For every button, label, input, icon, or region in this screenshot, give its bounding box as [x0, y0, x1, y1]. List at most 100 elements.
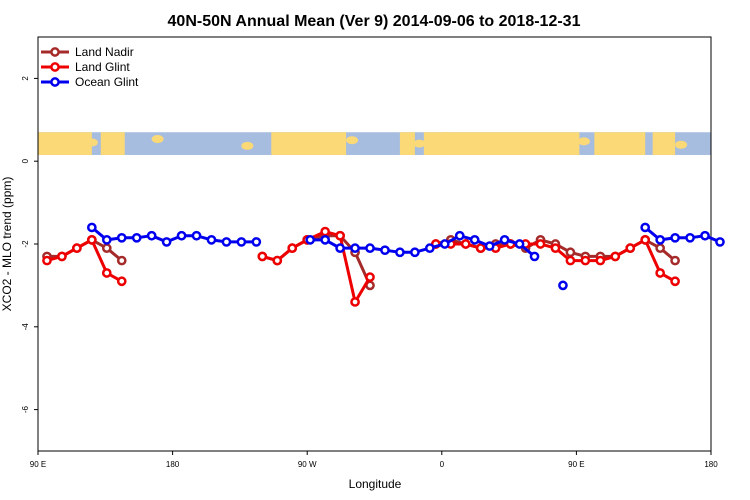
land-island: [85, 138, 98, 147]
legend-swatch-marker: [50, 62, 60, 72]
data-point: [206, 235, 217, 245]
data-point: [685, 232, 695, 243]
y-tick-label: -2: [21, 240, 30, 248]
data-point: [146, 230, 157, 241]
legend-item: Ocean Glint: [41, 75, 139, 89]
y-axis: 2 0 -2 -4 -6: [21, 76, 38, 413]
data-point: [565, 255, 576, 266]
data-point: [257, 251, 268, 262]
data-point: [670, 232, 680, 243]
y-tick-label: 0: [21, 158, 30, 163]
x-axis: 90 E 180 90 W 0 90 E 180: [30, 451, 718, 469]
data-point: [272, 255, 283, 266]
land-island: [413, 139, 426, 148]
x-axis-label: Longitude: [349, 477, 402, 491]
data-point: [580, 255, 591, 266]
plot-frame: [37, 36, 712, 452]
land-island: [346, 136, 359, 145]
data-point: [176, 230, 187, 241]
x-tick-label: 90 E: [568, 460, 584, 469]
data-point: [514, 239, 525, 249]
series-line: [90, 226, 257, 244]
x-tick-label: 90 W: [298, 460, 317, 469]
data-point: [715, 237, 725, 247]
data-point: [86, 222, 97, 233]
data-point: [484, 241, 495, 251]
data-point: [116, 276, 127, 287]
data-point: [655, 235, 666, 245]
data-point: [395, 247, 405, 258]
data-point: [439, 239, 450, 249]
x-tick-label: 90 E: [30, 460, 46, 469]
data-point: [558, 280, 568, 291]
data-point: [610, 251, 621, 262]
data-point: [191, 230, 202, 241]
data-point: [565, 247, 576, 258]
data-point: [670, 255, 680, 266]
land-mass: [423, 132, 450, 155]
data-point: [655, 268, 666, 278]
data-point: [595, 255, 606, 266]
data-point: [236, 237, 247, 247]
legend-item: Land Glint: [41, 60, 130, 74]
data-point: [365, 243, 375, 253]
data-point: [535, 239, 546, 249]
series-line: [261, 230, 372, 306]
y-tick-label: 2: [21, 76, 30, 81]
data-point: [625, 243, 636, 253]
legend-swatch-marker: [50, 47, 60, 57]
data-point: [251, 237, 262, 247]
land-island: [241, 141, 254, 150]
data-point: [320, 226, 330, 237]
data-point: [101, 243, 112, 253]
data-point: [475, 243, 486, 253]
land-mass: [594, 132, 646, 155]
data-point: [350, 243, 360, 253]
legend-label: Ocean Glint: [75, 75, 139, 89]
data-point: [655, 243, 666, 253]
data-point: [287, 243, 298, 253]
data-point: [221, 237, 232, 247]
world-map-strip: [38, 132, 711, 155]
data-point: [454, 230, 465, 241]
legend-label: Land Glint: [75, 60, 130, 74]
y-tick-label: -4: [21, 323, 30, 331]
data-point: [670, 276, 680, 287]
x-tick-label: 0: [440, 460, 445, 469]
land-mass: [38, 132, 92, 155]
data-point: [640, 222, 651, 233]
land-mass: [399, 132, 415, 155]
data-point: [131, 232, 142, 243]
data-point: [424, 243, 435, 253]
land-mass: [271, 132, 347, 155]
land-island: [577, 137, 590, 146]
land-island: [151, 135, 164, 144]
legend-swatch-marker: [50, 77, 60, 87]
x-tick-label: 180: [166, 460, 180, 469]
data-point: [335, 243, 345, 253]
data-point: [57, 251, 67, 262]
data-point: [86, 235, 97, 245]
data-point: [42, 255, 52, 266]
series-ocean-glint: [86, 222, 725, 291]
land-mass: [652, 132, 676, 155]
y-tick-label: -6: [21, 405, 30, 413]
data-point: [116, 232, 127, 243]
data-point: [460, 239, 471, 249]
series-layer: [42, 222, 725, 307]
data-point: [410, 247, 420, 258]
land-mass: [100, 132, 125, 155]
chart-title: 40N-50N Annual Mean (Ver 9) 2014-09-06 t…: [168, 13, 581, 30]
legend-label: Land Nadir: [75, 45, 134, 59]
data-point: [72, 243, 82, 253]
data-point: [550, 243, 561, 253]
data-point: [320, 235, 330, 245]
data-point: [365, 272, 375, 282]
data-point: [335, 230, 345, 241]
x-tick-label: 180: [704, 460, 718, 469]
data-point: [116, 255, 127, 266]
data-point: [529, 251, 540, 262]
land-mass: [444, 132, 580, 155]
series-line: [310, 234, 536, 258]
